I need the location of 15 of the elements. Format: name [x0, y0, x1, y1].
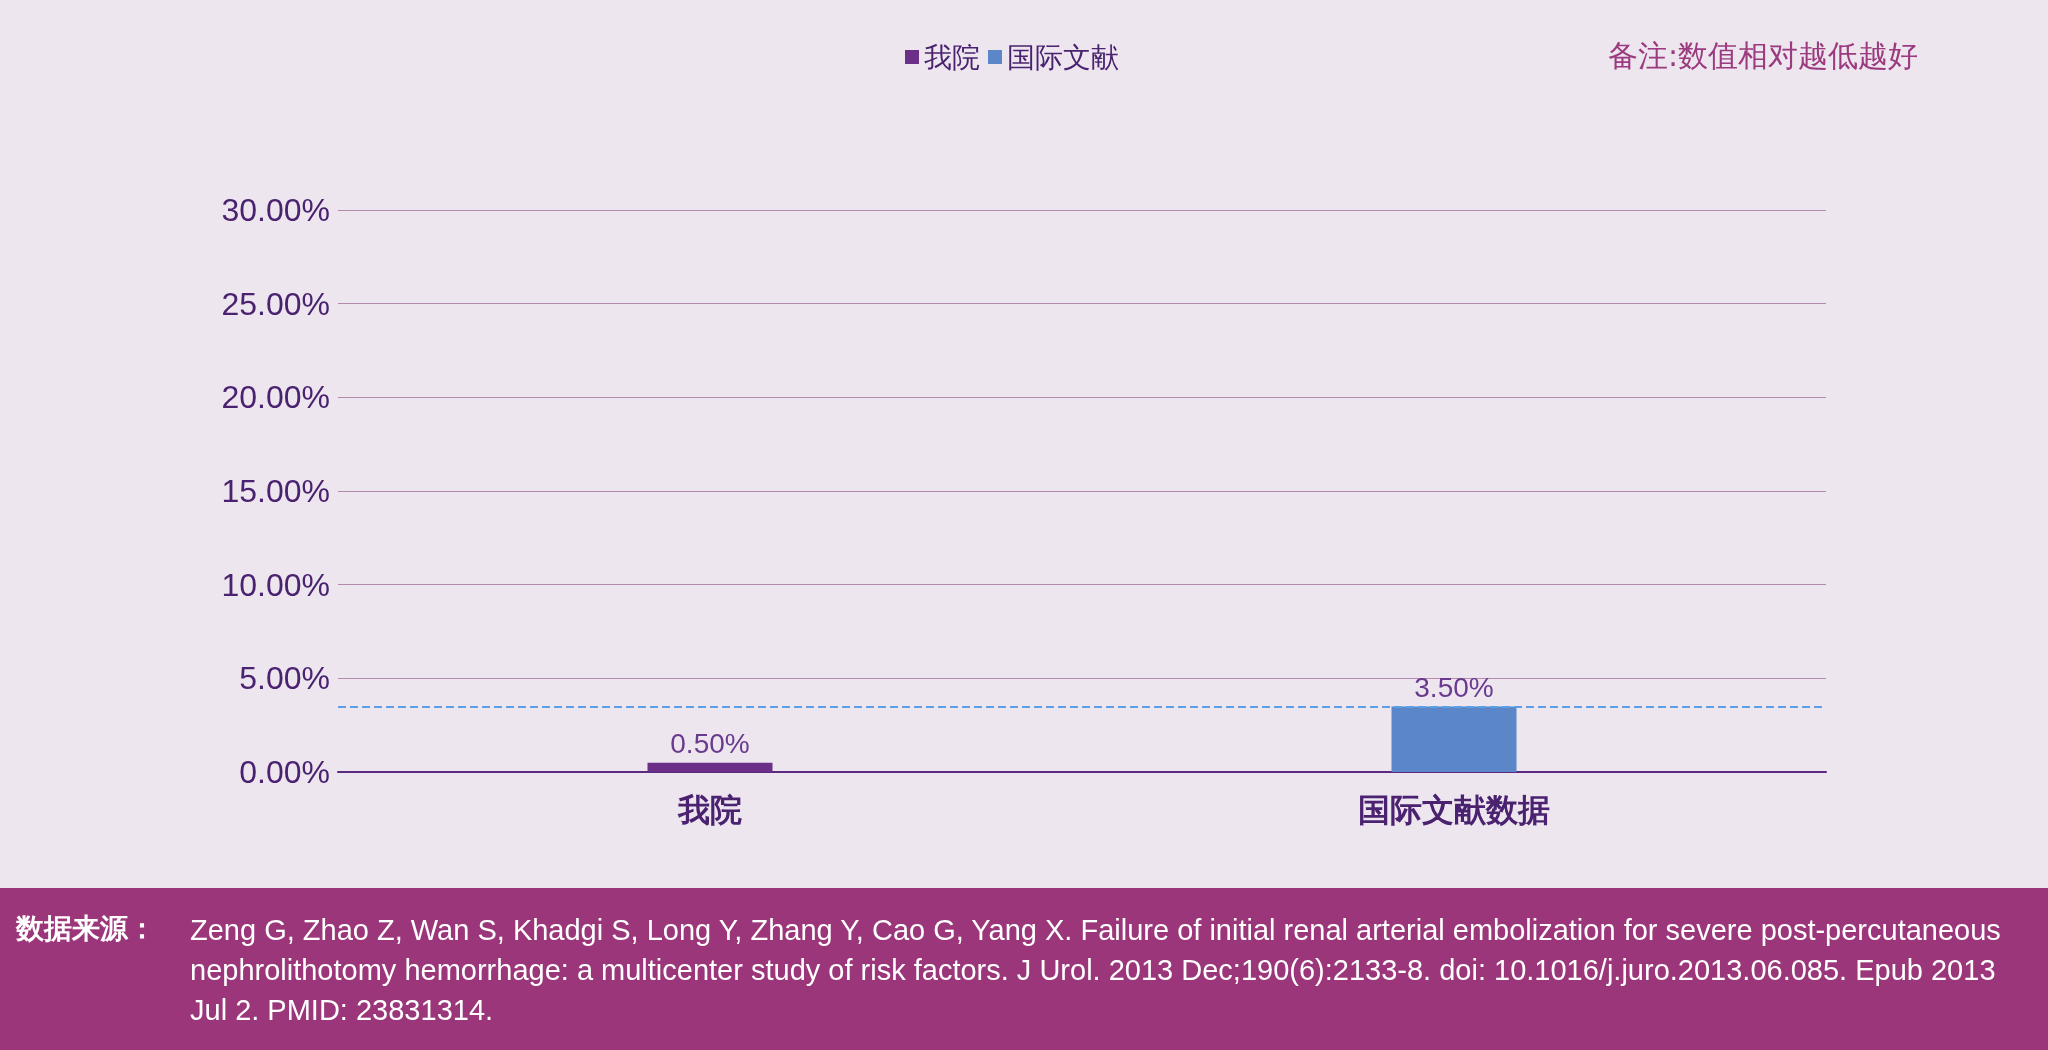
- y-tick-label: 30.00%: [221, 192, 330, 228]
- y-tick-label: 25.00%: [221, 285, 330, 322]
- y-tick-label: 0.00%: [239, 754, 330, 790]
- y-tick-label: 20.00%: [221, 379, 330, 416]
- source-note: 数据来源：: [16, 911, 156, 947]
- y-tick-label: 5.00%: [239, 660, 330, 697]
- legend-label: 我院: [924, 41, 980, 73]
- data-label: 3.50%: [1414, 671, 1494, 703]
- data-label: 0.50%: [670, 728, 750, 760]
- text: 备注:数值相对越低越好: [1607, 37, 1918, 75]
- legend-label: 国际文献: [1007, 41, 1119, 73]
- x-tick-label: 国际文献数据: [1358, 792, 1550, 828]
- text: Zeng G, Zhao Z, Wan S, Khadgi S, Long Y, Zhang Y, Cao G, Yang X. Failure of initial renal arterial embolization for severe post-percutaneous nephrolithotomy hemorrhage: a multicenter study of risk factors. J Urol. 2013 Dec;190(6):2133-8. doi: 10.1016/j.juro.2013.06.085. Epub 2013 Jul 2. PMID: 23831314.: [190, 913, 2002, 1028]
- y-tick-label: 15.00%: [221, 473, 330, 509]
- y-tick-label: 10.00%: [221, 566, 330, 603]
